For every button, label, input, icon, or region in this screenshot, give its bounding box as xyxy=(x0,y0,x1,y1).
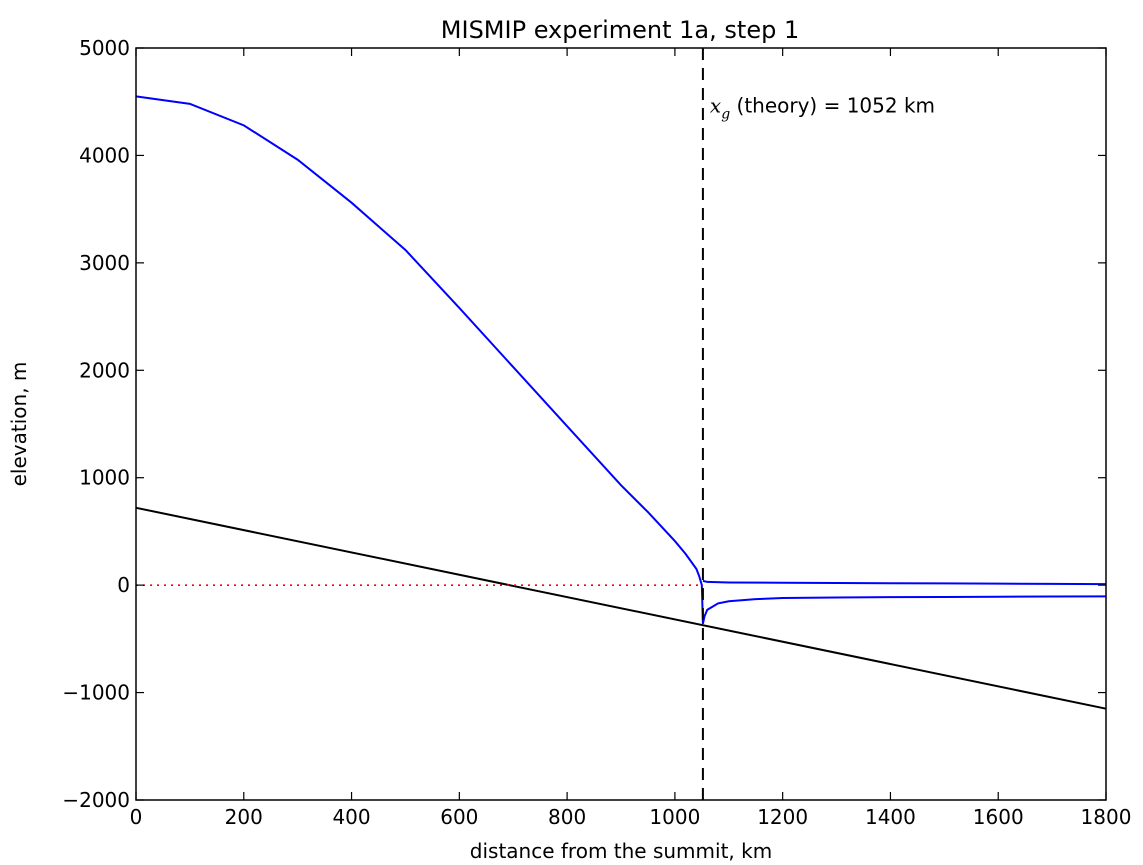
ice-surface-line-2 xyxy=(701,595,1107,625)
y-tick-label: 4000 xyxy=(79,143,130,167)
x-axis-label: distance from the summit, km xyxy=(470,839,772,863)
y-axis-label: elevation, m xyxy=(7,362,31,487)
x-tick-label: 1200 xyxy=(757,805,808,829)
x-tick-label: 1400 xyxy=(865,805,916,829)
bed-line xyxy=(135,506,1107,710)
x-tick-label: 1600 xyxy=(973,805,1024,829)
x-tick-label: 200 xyxy=(225,805,263,829)
y-tick-label: 3000 xyxy=(79,251,130,275)
x-tick-label: 600 xyxy=(440,805,478,829)
x-tick-label: 800 xyxy=(548,805,586,829)
ice-surface-line-1 xyxy=(702,579,1107,586)
ice-surface-line-0 xyxy=(135,95,704,624)
plot-frame xyxy=(135,47,1107,801)
x-tick-label: 400 xyxy=(332,805,370,829)
y-tick-label: −2000 xyxy=(62,788,130,812)
y-tick-label: 2000 xyxy=(79,358,130,382)
grounding-line-annotation: xg (theory) = 1052 km xyxy=(710,93,935,122)
x-tick-label: 0 xyxy=(130,805,143,829)
y-tick-label: 0 xyxy=(117,573,130,597)
x-tick-label: 1000 xyxy=(649,805,700,829)
chart-title: MISMIP experiment 1a, step 1 xyxy=(441,16,799,44)
y-tick-label: −1000 xyxy=(62,681,130,705)
y-tick-label: 5000 xyxy=(79,36,130,60)
x-tick-label: 1800 xyxy=(1081,805,1132,829)
y-tick-label: 1000 xyxy=(79,466,130,490)
